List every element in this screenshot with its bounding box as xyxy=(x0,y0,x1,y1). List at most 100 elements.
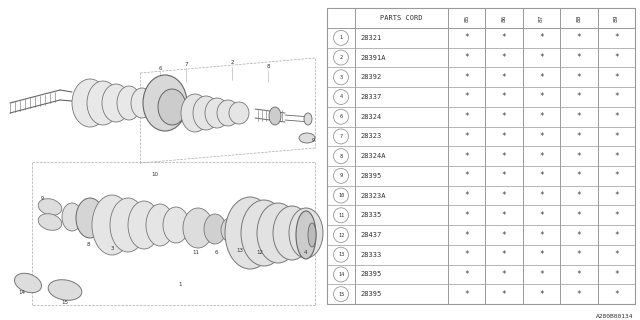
Ellipse shape xyxy=(181,94,209,132)
Text: *: * xyxy=(465,53,469,62)
Text: 89: 89 xyxy=(614,14,619,22)
Ellipse shape xyxy=(193,96,219,130)
Ellipse shape xyxy=(158,89,186,125)
Circle shape xyxy=(333,109,349,124)
Text: 28395: 28395 xyxy=(360,291,381,297)
Text: *: * xyxy=(577,171,581,180)
Text: *: * xyxy=(539,171,544,180)
Text: 8: 8 xyxy=(266,65,269,69)
Text: *: * xyxy=(465,33,469,42)
Text: 85: 85 xyxy=(464,14,469,22)
Ellipse shape xyxy=(229,102,249,124)
Text: 14: 14 xyxy=(19,291,26,295)
Text: 10: 10 xyxy=(338,193,344,198)
Text: *: * xyxy=(465,132,469,141)
Text: 88: 88 xyxy=(577,14,581,22)
Text: *: * xyxy=(539,290,544,299)
Circle shape xyxy=(333,30,349,45)
Text: *: * xyxy=(539,230,544,239)
Ellipse shape xyxy=(15,273,42,293)
Ellipse shape xyxy=(92,195,132,255)
Ellipse shape xyxy=(76,198,104,238)
Ellipse shape xyxy=(241,200,287,266)
Text: 15: 15 xyxy=(61,300,68,305)
Text: *: * xyxy=(614,211,619,220)
Circle shape xyxy=(333,168,349,183)
Text: *: * xyxy=(502,152,506,161)
Text: *: * xyxy=(614,171,619,180)
Ellipse shape xyxy=(269,107,281,125)
Text: *: * xyxy=(465,230,469,239)
Text: *: * xyxy=(502,270,506,279)
Ellipse shape xyxy=(38,199,62,215)
Text: *: * xyxy=(577,152,581,161)
Text: 28395: 28395 xyxy=(360,173,381,179)
Ellipse shape xyxy=(299,133,315,143)
Text: *: * xyxy=(614,290,619,299)
Text: 6: 6 xyxy=(214,250,218,254)
Ellipse shape xyxy=(87,81,119,125)
Text: 28392: 28392 xyxy=(360,74,381,80)
Text: *: * xyxy=(614,270,619,279)
Text: 28337: 28337 xyxy=(360,94,381,100)
Text: 8: 8 xyxy=(339,154,342,159)
Text: 28335: 28335 xyxy=(360,212,381,218)
Text: *: * xyxy=(465,92,469,101)
Ellipse shape xyxy=(225,197,275,269)
Circle shape xyxy=(333,50,349,65)
Text: 8: 8 xyxy=(86,243,90,247)
Text: *: * xyxy=(465,73,469,82)
Text: *: * xyxy=(614,250,619,259)
Text: *: * xyxy=(502,33,506,42)
Text: *: * xyxy=(502,73,506,82)
Text: 13: 13 xyxy=(338,252,344,257)
Text: *: * xyxy=(539,211,544,220)
Text: *: * xyxy=(614,132,619,141)
Text: *: * xyxy=(502,92,506,101)
Ellipse shape xyxy=(273,206,311,260)
Text: 13: 13 xyxy=(237,247,243,252)
Text: *: * xyxy=(539,152,544,161)
Ellipse shape xyxy=(102,84,130,122)
Text: *: * xyxy=(614,53,619,62)
Text: 12: 12 xyxy=(338,233,344,237)
Ellipse shape xyxy=(145,90,165,116)
Text: *: * xyxy=(502,290,506,299)
Ellipse shape xyxy=(62,203,82,231)
Text: *: * xyxy=(614,191,619,200)
Text: PARTS CORD: PARTS CORD xyxy=(380,15,423,21)
Text: *: * xyxy=(577,92,581,101)
Text: 3: 3 xyxy=(110,245,114,251)
Text: *: * xyxy=(465,270,469,279)
Text: 10: 10 xyxy=(152,172,159,178)
Text: *: * xyxy=(465,171,469,180)
Ellipse shape xyxy=(48,280,82,300)
Ellipse shape xyxy=(296,211,316,259)
Text: *: * xyxy=(614,33,619,42)
Ellipse shape xyxy=(304,113,312,125)
Text: 11: 11 xyxy=(338,213,344,218)
Text: *: * xyxy=(577,33,581,42)
Circle shape xyxy=(333,188,349,203)
Circle shape xyxy=(333,287,349,302)
Ellipse shape xyxy=(146,204,174,246)
Text: 28333: 28333 xyxy=(360,252,381,258)
Text: 11: 11 xyxy=(193,250,200,254)
Ellipse shape xyxy=(143,75,187,131)
Text: *: * xyxy=(502,112,506,121)
Text: *: * xyxy=(577,112,581,121)
Ellipse shape xyxy=(183,208,213,248)
Text: 7: 7 xyxy=(184,62,188,68)
Ellipse shape xyxy=(257,203,299,263)
Ellipse shape xyxy=(38,214,62,230)
Text: *: * xyxy=(465,290,469,299)
Text: 9: 9 xyxy=(40,196,44,201)
Text: 3: 3 xyxy=(339,75,342,80)
Circle shape xyxy=(333,267,349,282)
Text: *: * xyxy=(614,92,619,101)
Text: 14: 14 xyxy=(338,272,344,277)
Text: *: * xyxy=(539,92,544,101)
Text: *: * xyxy=(577,191,581,200)
Ellipse shape xyxy=(308,223,316,247)
Text: *: * xyxy=(539,73,544,82)
